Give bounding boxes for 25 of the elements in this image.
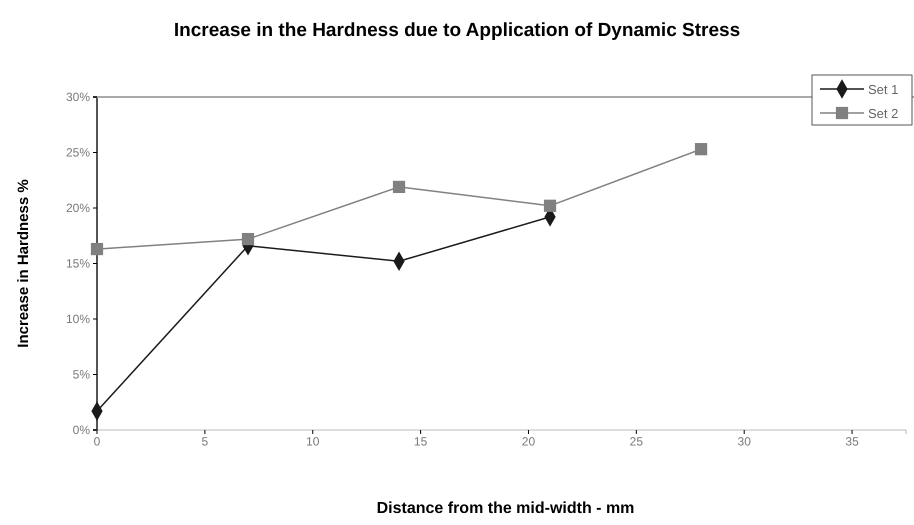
y-tick-label: 30% <box>66 90 90 104</box>
y-tick-label: 15% <box>66 256 90 270</box>
y-tick-label: 10% <box>66 312 90 326</box>
x-tick-label: 5 <box>202 434 209 449</box>
x-tick-label: 15 <box>414 434 428 449</box>
point <box>242 232 254 246</box>
x-tick-label: 30 <box>738 434 752 449</box>
legend-label: Set 2 <box>868 106 898 121</box>
legend-label: Set 1 <box>868 82 898 97</box>
x-tick-label: 20 <box>522 434 536 449</box>
x-tick-label: 0 <box>94 434 101 449</box>
y-axis-title: Increase in Hardness % <box>15 179 32 348</box>
x-tick-label: 35 <box>845 434 860 449</box>
point <box>90 242 104 256</box>
y-tick-label: 5% <box>72 367 90 382</box>
y-tick-label: 20% <box>66 200 90 215</box>
chart-title: Increase in the Hardness due to Application of Dynamic Stress <box>174 20 740 41</box>
point <box>544 200 556 212</box>
point <box>392 180 406 194</box>
point <box>694 143 708 156</box>
x-tick-label: 25 <box>630 434 644 449</box>
x-tick-label: 10 <box>306 434 320 449</box>
y-tick-label: 25% <box>66 145 90 160</box>
x-axis-title: Distance from the mid-width - mm <box>376 500 634 517</box>
y-tick-label: 0% <box>72 422 90 437</box>
